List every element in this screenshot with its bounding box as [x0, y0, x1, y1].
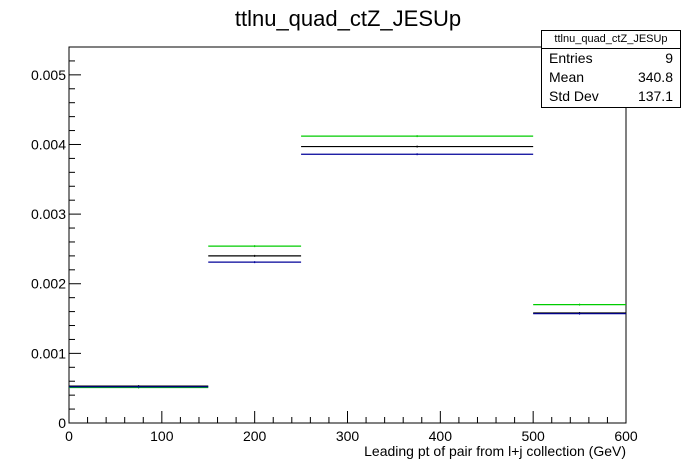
x-tick-label: 500 [521, 428, 545, 444]
stats-row-stddev: Std Dev 137.1 [542, 87, 680, 106]
stats-box: ttlnu_quad_ctZ_JESUp Entries 9 Mean 340.… [541, 30, 681, 108]
x-tick-label: 600 [614, 428, 638, 444]
stats-value: 9 [665, 50, 673, 66]
x-tick-label: 100 [150, 428, 174, 444]
y-tick-label: 0.004 [31, 136, 66, 152]
stats-label: Entries [549, 50, 593, 66]
stats-label: Mean [549, 69, 585, 85]
stats-value: 137.1 [637, 88, 673, 104]
chart-title: ttlnu_quad_ctZ_JESUp [235, 6, 461, 31]
x-axis-title: Leading pt of pair from l+j collection (… [364, 443, 626, 459]
x-tick-labels: 0 100 200 300 400 500 600 [65, 428, 638, 444]
histogram-series [69, 135, 626, 389]
x-tick-label: 0 [65, 428, 73, 444]
y-tick-labels: 0 0.001 0.002 0.003 0.004 0.005 [31, 67, 66, 431]
x-tick-label: 400 [429, 428, 453, 444]
stats-row-mean: Mean 340.8 [542, 68, 680, 87]
stats-title: ttlnu_quad_ctZ_JESUp [542, 31, 680, 49]
y-tick-label: 0 [58, 415, 66, 431]
y-tick-label: 0.001 [31, 345, 66, 361]
y-tick-label: 0.003 [31, 206, 66, 222]
y-tick-label: 0.002 [31, 276, 66, 292]
x-tick-label: 300 [336, 428, 360, 444]
stats-row-entries: Entries 9 [542, 49, 680, 68]
x-tick-label: 200 [243, 428, 267, 444]
stats-label: Std Dev [549, 88, 599, 104]
stats-value: 340.8 [637, 69, 673, 85]
axis-ticks [68, 46, 627, 424]
y-tick-label: 0.005 [31, 67, 66, 83]
